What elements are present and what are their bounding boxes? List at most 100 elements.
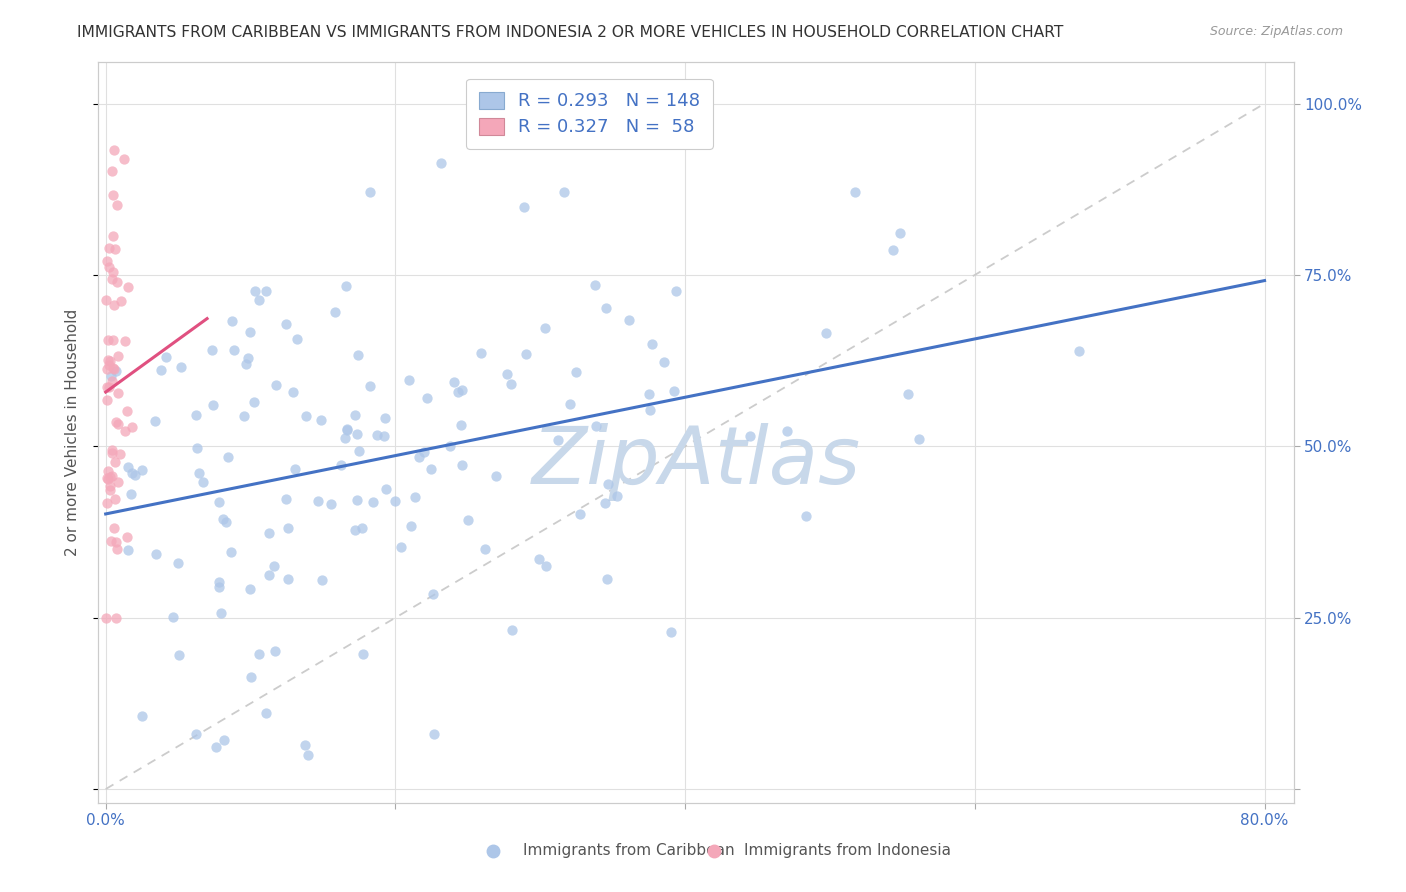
- Point: [439, 439, 461, 453]
- Point: [553, 185, 575, 199]
- Point: [284, 462, 307, 476]
- Point: [274, 317, 297, 331]
- Point: [97, 260, 120, 274]
- Text: Source: ZipAtlas.com: Source: ZipAtlas.com: [1209, 25, 1343, 38]
- Point: [236, 351, 259, 365]
- Point: [208, 574, 231, 589]
- Point: [202, 398, 225, 412]
- Point: [101, 442, 124, 457]
- Point: [204, 740, 226, 755]
- Point: [583, 277, 606, 292]
- Point: [565, 365, 588, 379]
- Point: [212, 733, 235, 747]
- Point: [103, 228, 125, 243]
- Point: [100, 368, 122, 383]
- Point: [191, 475, 214, 489]
- Point: [101, 374, 124, 388]
- Point: [347, 443, 370, 458]
- Point: [638, 402, 661, 417]
- Point: [221, 313, 243, 327]
- Point: [274, 491, 297, 506]
- Point: [117, 459, 139, 474]
- Point: [585, 419, 607, 434]
- Point: [187, 467, 209, 481]
- Point: [450, 418, 472, 433]
- Text: ZipAtlas: ZipAtlas: [531, 423, 860, 501]
- Point: [794, 508, 817, 523]
- Point: [235, 357, 257, 371]
- Point: [107, 386, 129, 401]
- Point: [96, 471, 118, 485]
- Point: [97, 241, 120, 255]
- Point: [103, 143, 125, 157]
- Point: [664, 384, 686, 399]
- Point: [294, 738, 316, 752]
- Point: [254, 284, 277, 298]
- Point: [569, 507, 592, 521]
- Text: Immigrants from Caribbean: Immigrants from Caribbean: [523, 844, 734, 858]
- Point: [422, 586, 444, 600]
- Point: [98, 354, 121, 368]
- Point: [104, 454, 127, 468]
- Point: [363, 495, 385, 509]
- Point: [131, 708, 153, 723]
- Point: [451, 384, 474, 398]
- Point: [121, 420, 143, 434]
- Point: [112, 152, 135, 166]
- Point: [104, 491, 127, 506]
- Point: [96, 611, 118, 625]
- Point: [96, 253, 118, 268]
- Point: [330, 458, 353, 472]
- Point: [359, 378, 381, 392]
- Point: [659, 624, 682, 639]
- Point: [184, 409, 207, 423]
- Point: [104, 611, 127, 625]
- Point: [149, 363, 172, 377]
- Point: [169, 648, 191, 662]
- Point: [110, 447, 132, 461]
- Point: [343, 408, 366, 422]
- Point: [366, 428, 388, 442]
- Point: [212, 512, 235, 526]
- Point: [404, 490, 426, 504]
- Point: [233, 409, 256, 424]
- Point: [201, 343, 224, 358]
- Point: [264, 378, 287, 392]
- Text: Immigrants from Indonesia: Immigrants from Indonesia: [744, 844, 950, 858]
- Point: [105, 197, 128, 211]
- Point: [641, 337, 664, 351]
- Point: [285, 332, 308, 346]
- Point: [485, 469, 508, 483]
- Point: [447, 385, 470, 400]
- Point: [96, 380, 118, 394]
- Point: [105, 535, 128, 549]
- Point: [373, 429, 395, 443]
- Point: [101, 468, 124, 483]
- Point: [908, 432, 931, 446]
- Point: [97, 472, 120, 486]
- Point: [595, 572, 617, 586]
- Point: [413, 444, 436, 458]
- Point: [593, 496, 616, 510]
- Y-axis label: 2 or more Vehicles in Household: 2 or more Vehicles in Household: [65, 309, 80, 557]
- Point: [321, 497, 343, 511]
- Point: [254, 706, 277, 721]
- Point: [97, 333, 120, 347]
- Point: [247, 293, 270, 308]
- Point: [215, 515, 238, 529]
- Legend: R = 0.293   N = 148, R = 0.327   N =  58: R = 0.293 N = 148, R = 0.327 N = 58: [465, 78, 713, 149]
- Point: [596, 476, 619, 491]
- Point: [162, 610, 184, 624]
- Point: [115, 530, 138, 544]
- Point: [217, 450, 239, 464]
- Point: [309, 412, 332, 426]
- Point: [143, 414, 166, 428]
- Point: [98, 479, 121, 493]
- Point: [120, 486, 142, 500]
- Point: [101, 446, 124, 460]
- Point: [606, 489, 628, 503]
- Point: [247, 647, 270, 661]
- Point: [166, 556, 188, 570]
- Point: [239, 582, 262, 596]
- Point: [346, 493, 368, 508]
